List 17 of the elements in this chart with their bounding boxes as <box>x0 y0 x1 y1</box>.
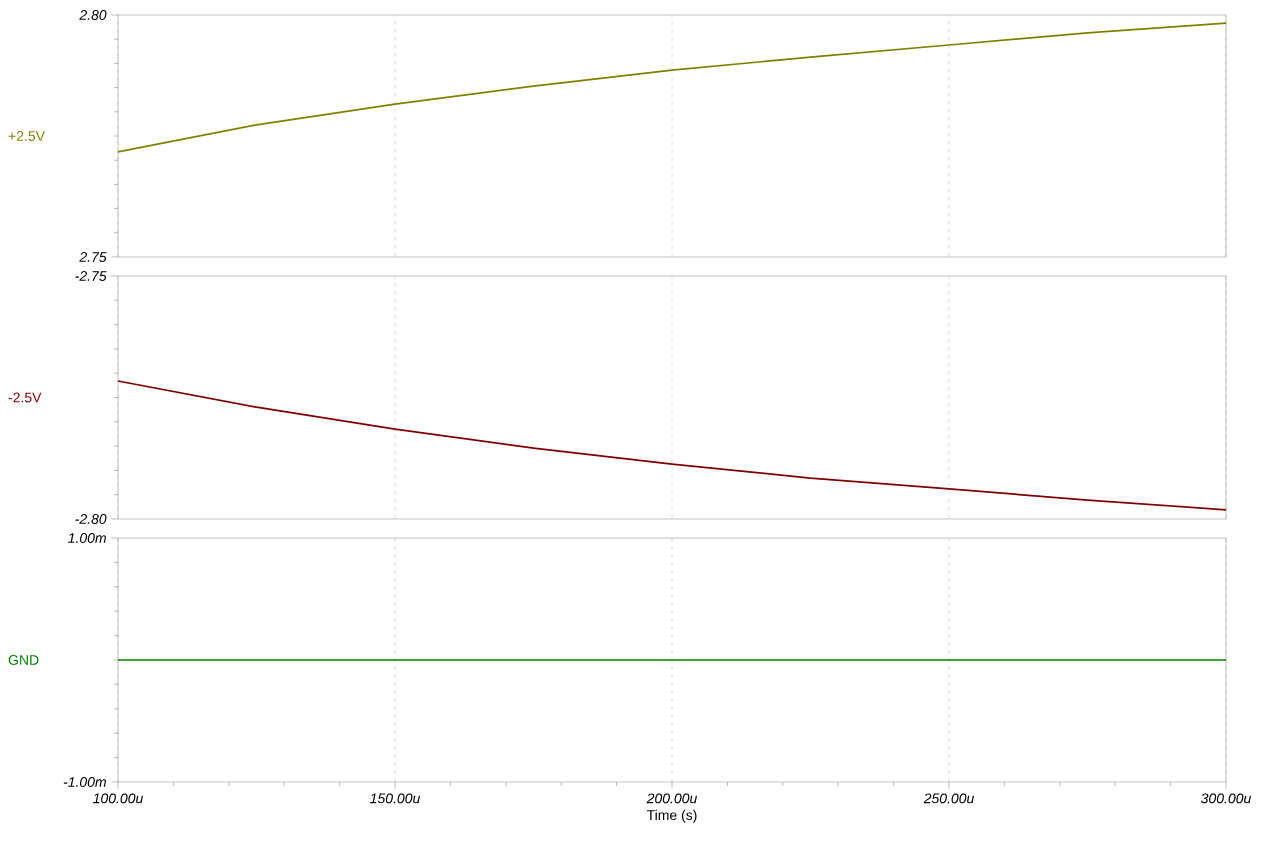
y-tick-label: 2.80 <box>79 10 107 20</box>
y-tick-label: 2.75 <box>79 252 107 262</box>
x-tick-label: 150.00u <box>370 793 421 804</box>
x-tick-label: 200.00u <box>646 793 698 804</box>
text: +2.5V <box>8 131 45 141</box>
line-series <box>117 22 1227 153</box>
y-tick-label: 1.00m <box>68 533 106 543</box>
x-tick-label: 100.00u <box>93 793 144 804</box>
text: -2.5V <box>8 392 42 403</box>
text: GND <box>8 655 39 665</box>
x-tick-label: 250.00u <box>923 793 975 804</box>
y-tick-label: -2.80 <box>75 514 107 524</box>
x-axis-title: Time (s) <box>646 809 697 823</box>
x-tick-label: 300.00u <box>1201 793 1252 804</box>
y-tick-label: -1.00m <box>63 777 106 787</box>
y-tick-label: -2.75 <box>75 271 107 281</box>
line-series <box>117 380 1227 511</box>
